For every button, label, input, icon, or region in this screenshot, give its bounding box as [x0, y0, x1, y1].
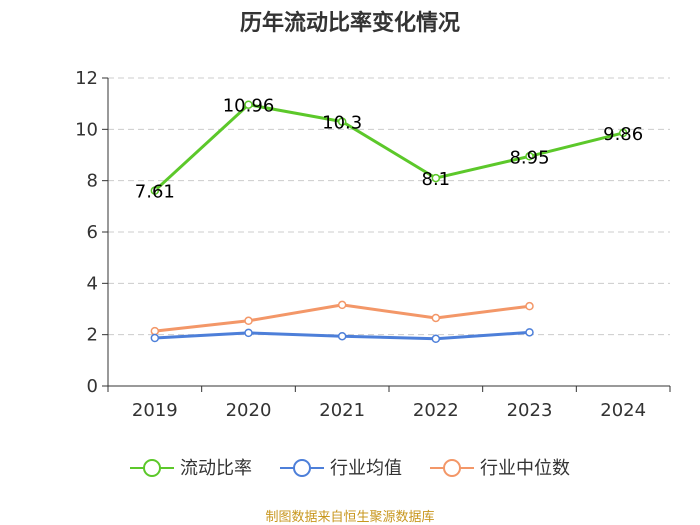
x-tick-label: 2020 — [226, 400, 272, 421]
series-line-1 — [153, 103, 624, 192]
data-point — [525, 328, 534, 337]
data-point — [431, 334, 441, 344]
y-tick-label: 4 — [87, 273, 98, 294]
data-point — [431, 313, 441, 323]
legend-symbol-marker — [293, 459, 312, 477]
data-label: 7.61 — [135, 182, 175, 203]
data-point — [150, 333, 160, 343]
source-note: 制图数据来自恒生聚源数据库 — [265, 509, 434, 525]
y-tick-label: 6 — [87, 222, 98, 243]
y-tick-label: 8 — [87, 171, 98, 192]
data-label: 10.96 — [223, 96, 275, 117]
data-point — [525, 301, 534, 311]
legend-label: 行业中位数 — [480, 458, 570, 479]
data-label: 9.86 — [603, 124, 643, 145]
data-point — [431, 173, 441, 183]
data-point — [337, 117, 347, 126]
data-point — [244, 328, 253, 338]
y-tick-label: 0 — [87, 376, 98, 397]
series-layer — [150, 100, 628, 344]
data-point — [337, 331, 347, 341]
data-point — [244, 316, 253, 326]
data-point — [150, 326, 160, 336]
x-tick-label: 2024 — [600, 400, 646, 421]
data-labels: 7.61 10.96 10.3 8.1 8.95 9.86 — [135, 96, 643, 203]
data-point — [150, 186, 160, 195]
data-point — [525, 152, 534, 161]
data-point — [337, 300, 347, 310]
data-label: 10.3 — [322, 113, 362, 134]
legend-label: 流动比率 — [180, 458, 252, 479]
data-label: 8.95 — [509, 147, 549, 168]
y-tick-label: 12 — [75, 68, 98, 89]
data-label: 8.1 — [422, 169, 451, 190]
x-tick-label: 2019 — [132, 400, 178, 421]
legend-symbol-marker — [143, 459, 162, 477]
gridlines — [108, 77, 670, 336]
data-point — [618, 128, 628, 138]
y-tick-label: 2 — [87, 325, 98, 346]
chart-title: 历年流动比率变化情况 — [240, 10, 460, 36]
legend-label: 行业均值 — [330, 458, 402, 479]
axes: 0 2 4 6 8 10 12 2019 2020 2021 2022 2023 2024 — [75, 68, 671, 421]
legend: 流动比率 行业均值 行业中位数 — [130, 458, 570, 479]
data-point — [244, 100, 253, 109]
x-tick-label: 2021 — [319, 400, 365, 421]
y-tick-label: 10 — [75, 119, 98, 140]
legend-symbol-marker — [442, 459, 461, 477]
x-tick-label: 2022 — [413, 400, 459, 421]
x-tick-label: 2023 — [507, 400, 553, 421]
